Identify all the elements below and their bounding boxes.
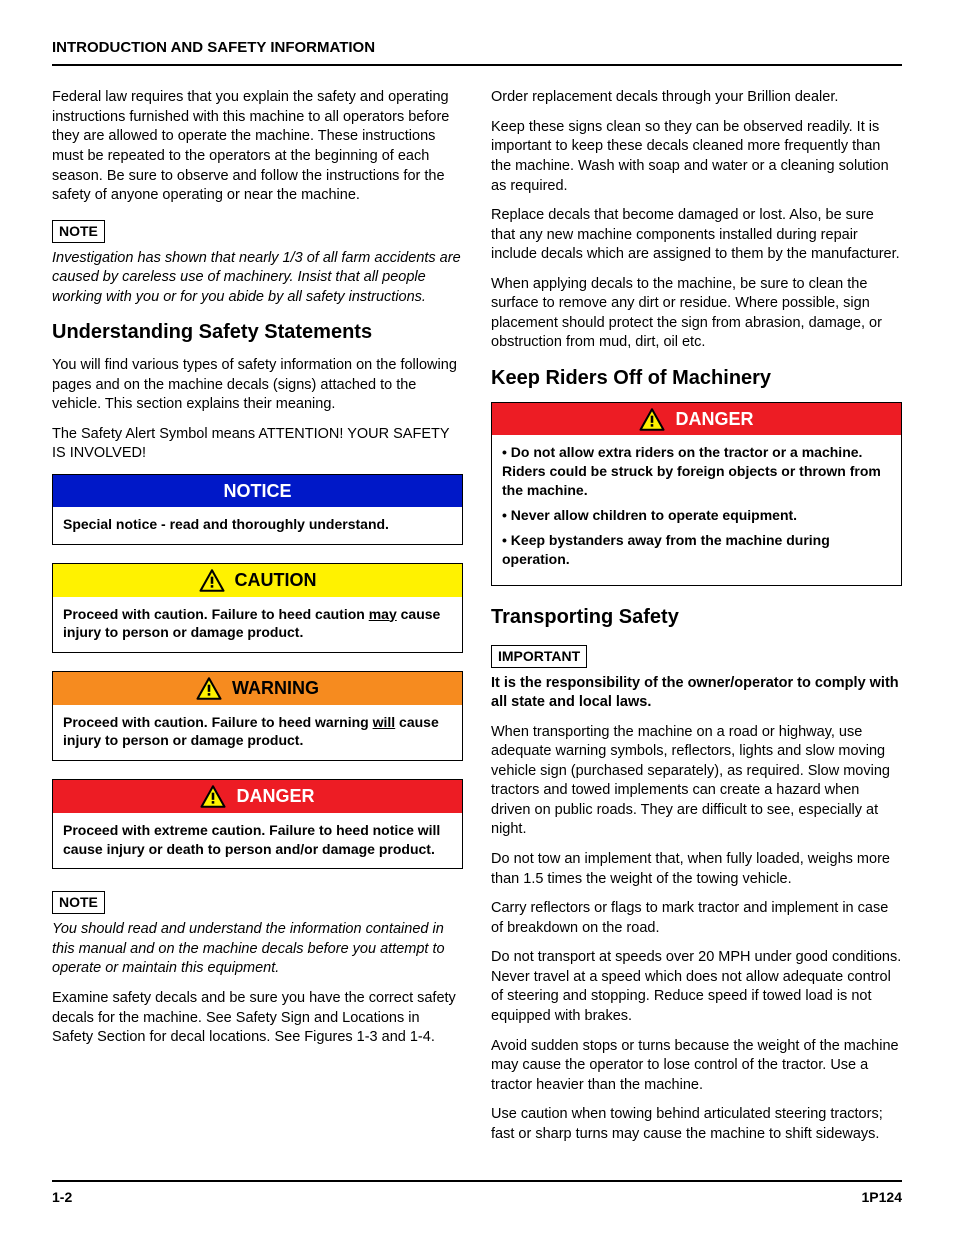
footer-left: 1-2 [52,1188,72,1207]
caution-underline: may [369,606,397,622]
transport-bold: It is the responsibility of the owner/op… [491,674,902,713]
understanding-p2: The Safety Alert Symbol means ATTENTION!… [52,425,463,464]
understanding-p1: You will find various types of safety in… [52,356,463,415]
decals-paragraph: Examine safety decals and be sure you ha… [52,989,463,1048]
note-tag: NOTE [52,891,105,914]
alert-triangle-icon [196,677,222,700]
riders-danger-box: DANGER • Do not allow extra riders on th… [491,402,902,586]
page-header: INTRODUCTION AND SAFETY INFORMATION [52,38,902,66]
notice-title: NOTICE [223,479,291,503]
riders-danger-head: DANGER [492,403,901,435]
riders-danger-title: DANGER [675,407,753,431]
content-columns: Federal law requires that you explain th… [52,88,902,1154]
alert-triangle-icon [639,408,665,431]
heading-understanding: Understanding Safety Statements [52,319,463,346]
caution-pre: Proceed with caution. Failure to heed ca… [63,606,369,622]
warning-pre: Proceed with caution. Failure to heed wa… [63,714,373,730]
transport-p4: Do not transport at speeds over 20 MPH u… [491,948,902,1026]
heading-riders: Keep Riders Off of Machinery [491,365,902,392]
caution-head: CAUTION [53,564,462,596]
riders-item: • Keep bystanders away from the machine … [502,531,891,569]
right-p3: Replace decals that become damaged or lo… [491,206,902,265]
header-title: INTRODUCTION AND SAFETY INFORMATION [52,39,375,56]
right-column: Order replacement decals through your Br… [491,88,902,1154]
transport-p3: Carry reflectors or flags to mark tracto… [491,899,902,938]
right-p1: Order replacement decals through your Br… [491,88,902,108]
riders-item: • Do not allow extra riders on the tract… [502,443,891,500]
alert-triangle-icon [199,569,225,592]
heading-transport: Transporting Safety [491,604,902,631]
notice-box: NOTICE Special notice - read and thoroug… [52,474,463,545]
riders-danger-list: • Do not allow extra riders on the tract… [502,443,891,568]
page-footer: 1-2 1P124 [52,1180,902,1207]
left-column: Federal law requires that you explain th… [52,88,463,1154]
riders-item: • Never allow children to operate equipm… [502,506,891,525]
transport-p2: Do not tow an implement that, when fully… [491,850,902,889]
danger-title: DANGER [236,784,314,808]
danger-box: DANGER Proceed with extreme caution. Fai… [52,779,463,869]
intro-paragraph: Federal law requires that you explain th… [52,88,463,205]
warning-head: WARNING [53,672,462,704]
caution-box: CAUTION Proceed with caution. Failure to… [52,563,463,653]
warning-underline: will [373,714,396,730]
right-p2: Keep these signs clean so they can be ob… [491,118,902,196]
alert-triangle-icon [200,785,226,808]
danger-head: DANGER [53,780,462,812]
transport-p6: Use caution when towing behind articulat… [491,1105,902,1144]
notice-head: NOTICE [53,475,462,507]
footer-right: 1P124 [862,1188,902,1207]
warning-box: WARNING Proceed with caution. Failure to… [52,671,463,761]
riders-danger-body: • Do not allow extra riders on the tract… [492,435,901,584]
important-tag: IMPORTANT [491,645,587,668]
note1-body: Investigation has shown that nearly 1/3 … [52,249,463,308]
warning-body: Proceed with caution. Failure to heed wa… [53,705,462,761]
danger-body: Proceed with extreme caution. Failure to… [53,813,462,869]
caution-body: Proceed with caution. Failure to heed ca… [53,597,462,653]
notice-body: Special notice - read and thoroughly und… [53,507,462,544]
note-tag: NOTE [52,220,105,243]
right-p4: When applying decals to the machine, be … [491,275,902,353]
note2-body: You should read and understand the infor… [52,920,463,979]
caution-title: CAUTION [235,568,317,592]
transport-p5: Avoid sudden stops or turns because the … [491,1037,902,1096]
transport-p1: When transporting the machine on a road … [491,723,902,840]
warning-title: WARNING [232,676,319,700]
